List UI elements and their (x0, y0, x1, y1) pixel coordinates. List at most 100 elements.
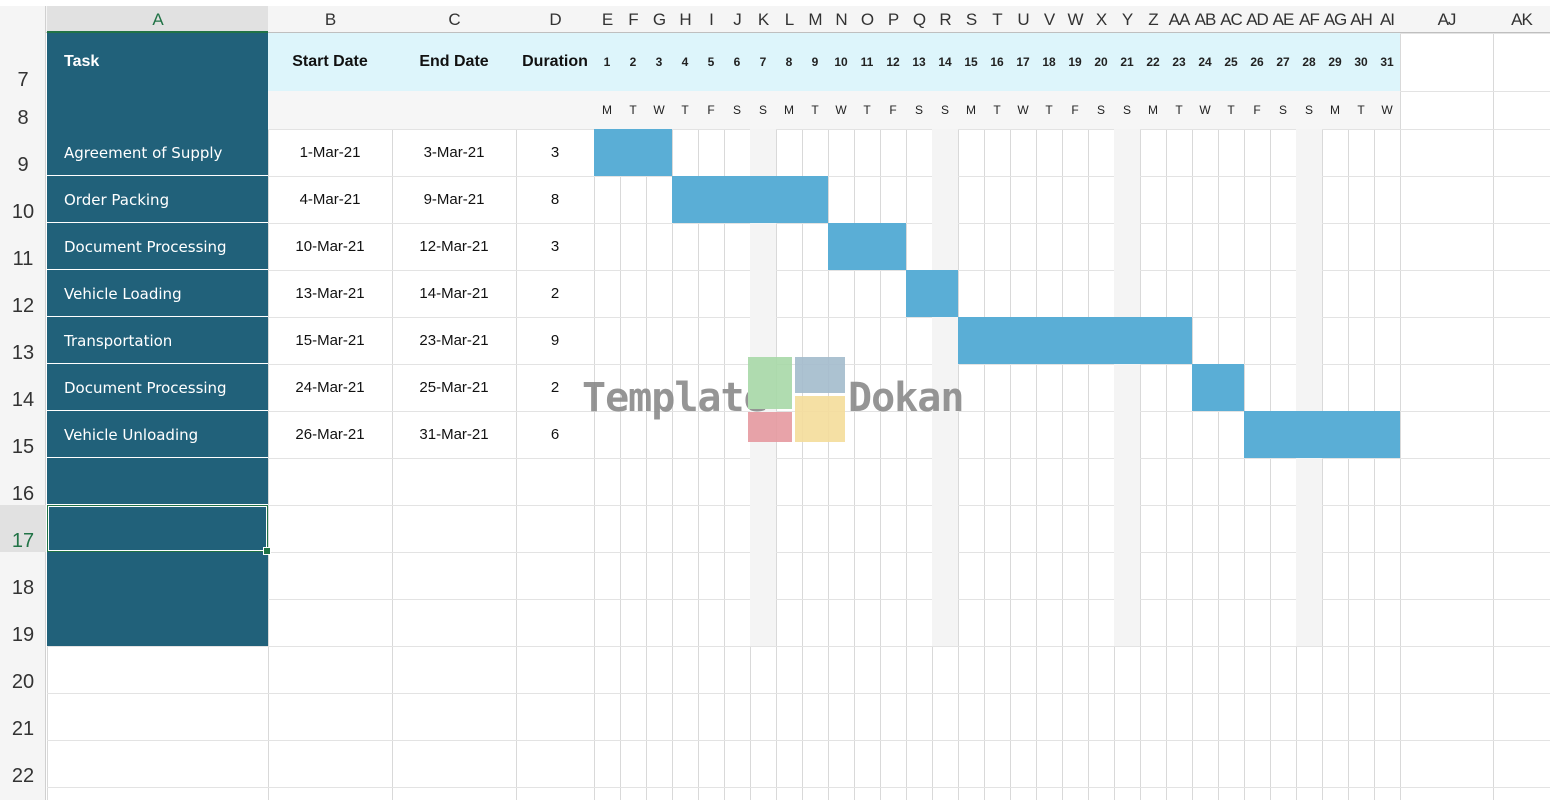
row-header-10[interactable]: 10 (11, 201, 35, 223)
column-header-i[interactable]: I (709, 10, 714, 29)
gridline-horizontal (47, 787, 1550, 788)
task-end-date[interactable]: 3-Mar-21 (423, 144, 485, 161)
task-start-date[interactable]: 24-Mar-21 (295, 379, 365, 396)
day-number: 27 (1276, 55, 1290, 69)
task-end-date[interactable]: 25-Mar-21 (419, 379, 489, 396)
row-header-16[interactable]: 16 (11, 483, 35, 505)
task-end-date[interactable]: 23-Mar-21 (419, 332, 489, 349)
row-header-12[interactable]: 12 (11, 295, 35, 317)
selected-cell-A17[interactable] (47, 505, 271, 555)
day-number: 15 (964, 55, 978, 69)
task-duration[interactable]: 2 (550, 379, 560, 396)
column-header-r[interactable]: R (939, 10, 951, 29)
row-header-7[interactable]: 7 (17, 69, 29, 91)
task-name[interactable]: Vehicle Loading (64, 284, 182, 303)
task-name[interactable]: Vehicle Unloading (64, 425, 199, 444)
column-header-ab[interactable]: AB (1194, 10, 1217, 29)
row-header-8[interactable]: 8 (17, 107, 29, 129)
column-header-l[interactable]: L (784, 10, 794, 29)
column-header-af[interactable]: AF (1299, 10, 1320, 29)
task-duration[interactable]: 3 (550, 144, 560, 161)
column-header-m[interactable]: M (808, 10, 822, 29)
task-name[interactable]: Document Processing (64, 378, 227, 397)
column-header-ag[interactable]: AG (1323, 10, 1348, 29)
task-start-date[interactable]: 1-Mar-21 (299, 144, 361, 161)
task-duration[interactable]: 8 (550, 191, 560, 208)
column-header-aa[interactable]: AA (1168, 10, 1191, 29)
fill-handle[interactable] (263, 547, 271, 555)
task-duration[interactable]: 6 (550, 426, 560, 443)
row-header-22[interactable]: 22 (11, 765, 35, 787)
column-header-c[interactable]: C (448, 10, 460, 29)
task-duration[interactable]: 3 (550, 238, 560, 255)
task-duration[interactable]: 9 (550, 332, 560, 349)
task-name[interactable]: Order Packing (64, 190, 170, 209)
row-header-15[interactable]: 15 (11, 436, 35, 458)
column-header-x[interactable]: X (1095, 10, 1107, 29)
gantt-bar (1244, 411, 1400, 458)
day-weekday: F (1071, 103, 1079, 117)
day-weekday: T (993, 103, 1001, 117)
column-header-u[interactable]: U (1017, 10, 1029, 29)
column-header-ak[interactable]: AK (1511, 10, 1533, 29)
row-header-20[interactable]: 20 (11, 671, 35, 693)
watermark: Template Dokan (580, 355, 970, 445)
column-header-s[interactable]: S (965, 10, 977, 29)
column-header-ac[interactable]: AC (1220, 10, 1243, 29)
task-start-date[interactable]: 4-Mar-21 (299, 191, 361, 208)
column-header-d[interactable]: D (549, 10, 561, 29)
day-weekday: T (681, 103, 689, 117)
column-header-f[interactable]: F (628, 10, 638, 29)
column-header-ah[interactable]: AH (1350, 10, 1373, 29)
column-header-z[interactable]: Z (1148, 10, 1158, 29)
gridline-vertical (1400, 33, 1401, 800)
column-header-j[interactable]: J (733, 10, 742, 29)
row-header-21[interactable]: 21 (11, 718, 35, 740)
row-header-19[interactable]: 19 (11, 624, 35, 646)
task-end-date[interactable]: 31-Mar-21 (419, 426, 489, 443)
column-header-a[interactable]: A (47, 6, 268, 33)
row-header-9[interactable]: 9 (17, 154, 29, 176)
day-number: 3 (655, 55, 663, 69)
column-header-aj[interactable]: AJ (1437, 10, 1457, 29)
task-end-date[interactable]: 9-Mar-21 (423, 191, 485, 208)
row-header-13[interactable]: 13 (11, 342, 35, 364)
column-header-p[interactable]: P (887, 10, 899, 29)
row-header-18[interactable]: 18 (11, 577, 35, 599)
header-start-date: Start Date (292, 53, 368, 70)
column-header-y[interactable]: Y (1121, 10, 1133, 29)
column-header-ad[interactable]: AD (1246, 10, 1269, 29)
column-header-ae[interactable]: AE (1272, 10, 1295, 29)
task-start-date[interactable]: 10-Mar-21 (295, 238, 365, 255)
task-end-date[interactable]: 14-Mar-21 (419, 285, 489, 302)
column-header-n[interactable]: N (835, 10, 847, 29)
day-number: 7 (759, 55, 767, 69)
task-start-date[interactable]: 13-Mar-21 (295, 285, 365, 302)
row-header-23[interactable]: 23 (0, 787, 46, 800)
column-header-t[interactable]: T (992, 10, 1002, 29)
column-header-h[interactable]: H (679, 10, 691, 29)
column-header-q[interactable]: Q (912, 10, 926, 29)
column-header-o[interactable]: O (860, 10, 874, 29)
column-header-ai[interactable]: AI (1379, 10, 1395, 29)
row-header-14[interactable]: 14 (11, 389, 35, 411)
task-end-date[interactable]: 12-Mar-21 (419, 238, 489, 255)
column-header-e[interactable]: E (601, 10, 613, 29)
day-weekday: M (602, 103, 612, 117)
task-name[interactable]: Document Processing (64, 237, 227, 256)
task-duration[interactable]: 2 (550, 285, 560, 302)
gantt-bar (906, 270, 958, 317)
column-header-w[interactable]: W (1067, 10, 1083, 29)
row-header-11[interactable]: 11 (12, 248, 34, 270)
row-header-17[interactable]: 17 (0, 505, 46, 552)
task-name[interactable]: Agreement of Supply (64, 143, 223, 162)
select-all-corner[interactable] (0, 6, 46, 33)
column-header-g[interactable]: G (652, 10, 666, 29)
column-header-v[interactable]: V (1043, 10, 1055, 29)
task-start-date[interactable]: 26-Mar-21 (295, 426, 365, 443)
column-header-b[interactable]: B (324, 10, 336, 29)
column-header-k[interactable]: K (757, 10, 769, 29)
task-start-date[interactable]: 15-Mar-21 (295, 332, 365, 349)
task-name[interactable]: Transportation (64, 331, 173, 350)
